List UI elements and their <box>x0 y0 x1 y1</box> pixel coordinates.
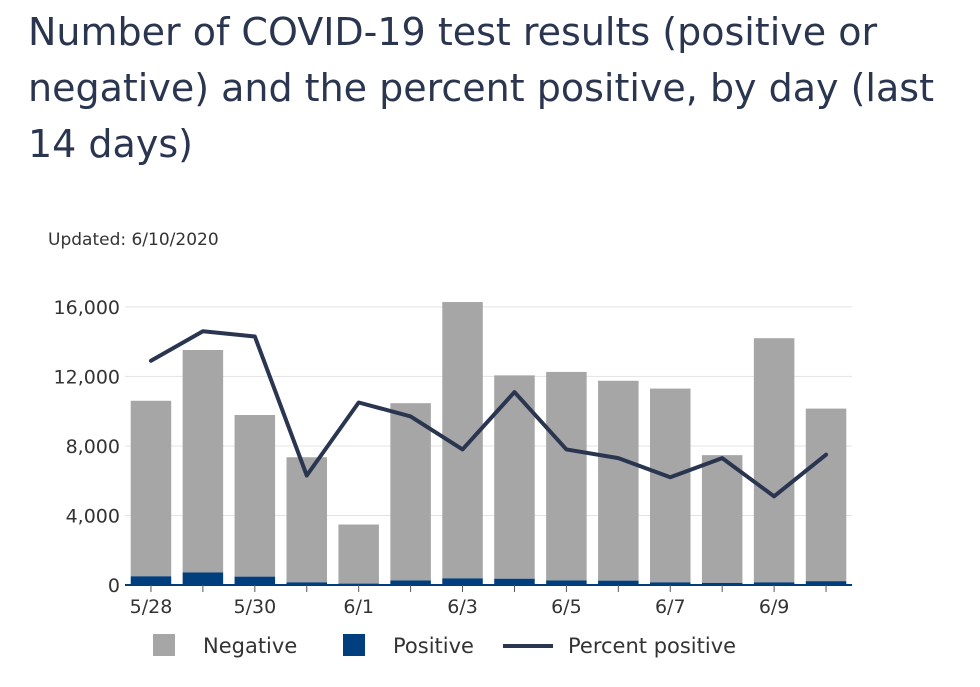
chart-title: Number of COVID-19 test results (positiv… <box>28 10 934 166</box>
positive-bar <box>130 576 172 585</box>
percent-positive-line <box>148 329 829 499</box>
negative-bar <box>234 415 276 577</box>
y-axis-ticks: 0 4,000 8,000 12,000 16,000 <box>54 297 120 597</box>
positive-bar <box>598 580 639 585</box>
negative-bar <box>598 380 639 581</box>
positive-bar <box>390 580 431 585</box>
negative-bar <box>130 400 172 577</box>
y-tick-label: 16,000 <box>54 297 120 319</box>
x-tick-label: 5/28 <box>130 596 173 618</box>
negative-bar <box>546 371 587 581</box>
y-tick-label: 0 <box>108 575 120 597</box>
legend-negative-swatch <box>153 634 175 656</box>
positive-bar <box>546 580 587 585</box>
negative-bar <box>390 403 431 581</box>
x-tick-label: 6/3 <box>447 596 478 618</box>
x-tick-label: 6/5 <box>551 596 582 618</box>
y-tick-label: 12,000 <box>54 366 120 388</box>
positive-bar <box>649 582 691 585</box>
positive-bar <box>753 582 795 585</box>
negative-bar <box>753 338 795 583</box>
y-tick-label: 4,000 <box>66 505 120 527</box>
negative-bar <box>338 524 379 584</box>
negative-bar <box>805 408 847 582</box>
gridlines <box>125 306 852 516</box>
updated-date: Updated: 6/10/2020 <box>48 230 219 250</box>
negative-bar <box>701 455 743 583</box>
negative-bar <box>649 388 691 583</box>
x-tick-label: 6/9 <box>759 596 790 618</box>
positive-bar <box>805 581 847 585</box>
y-tick-label: 8,000 <box>66 436 120 458</box>
positive-bar <box>494 578 535 585</box>
legend-percent-positive-label: Percent positive <box>568 634 736 658</box>
legend: Negative Positive Percent positive <box>153 634 736 658</box>
positive-bar <box>442 578 483 585</box>
negative-bar <box>182 350 224 573</box>
bars <box>130 302 847 585</box>
x-tick-label: 5/30 <box>233 596 276 618</box>
positive-bar <box>701 582 743 585</box>
positive-bar <box>234 576 276 585</box>
negative-bar <box>286 457 328 583</box>
positive-bar <box>286 582 328 585</box>
legend-positive-swatch <box>343 634 365 656</box>
x-axis-ticks: 5/28 5/30 6/1 6/3 6/5 6/7 6/9 <box>130 585 827 618</box>
x-tick-label: 6/1 <box>343 596 374 618</box>
legend-negative-label: Negative <box>203 634 297 658</box>
positive-bar <box>182 572 224 585</box>
legend-positive-label: Positive <box>393 634 474 658</box>
percent-positive-line-layer <box>148 329 829 499</box>
x-tick-label: 6/7 <box>655 596 686 618</box>
